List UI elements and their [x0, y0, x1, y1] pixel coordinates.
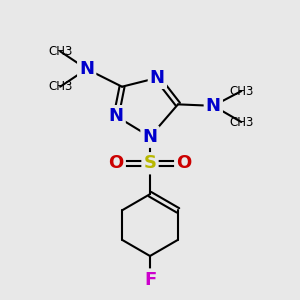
Text: N: N	[142, 128, 158, 146]
Text: O: O	[176, 154, 191, 172]
Text: CH3: CH3	[229, 85, 254, 98]
Text: N: N	[79, 60, 94, 78]
Text: N: N	[150, 69, 165, 87]
Text: CH3: CH3	[229, 116, 254, 128]
Text: N: N	[206, 97, 221, 115]
Text: F: F	[144, 271, 156, 289]
Text: O: O	[109, 154, 124, 172]
Text: S: S	[143, 154, 157, 172]
Text: CH3: CH3	[48, 80, 72, 93]
Text: N: N	[109, 107, 124, 125]
Text: CH3: CH3	[48, 45, 72, 58]
